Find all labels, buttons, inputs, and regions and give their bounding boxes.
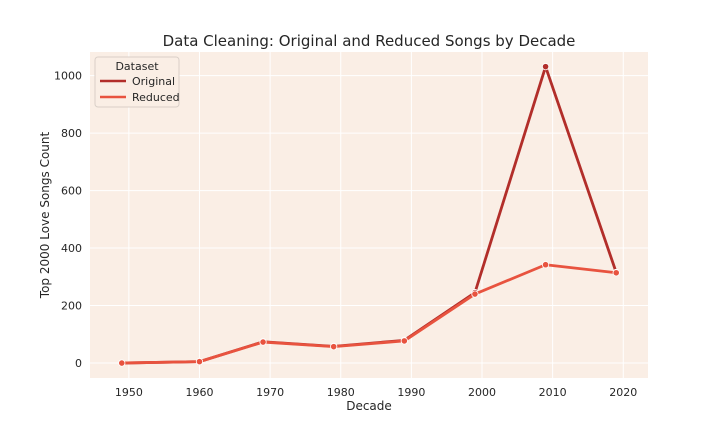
y-ticks: 0 200 400 600 800 1000 [54,70,82,370]
y-tick-label: 1000 [54,70,82,83]
y-tick-label: 600 [61,185,82,198]
x-tick-label: 1960 [185,386,213,399]
x-tick-label: 1990 [397,386,425,399]
x-tick-label: 2000 [468,386,496,399]
legend-box [94,56,180,108]
chart-title: Data Cleaning: Original and Reduced Song… [163,32,576,50]
plot-background [90,52,648,378]
x-tick-label: 1970 [256,386,284,399]
data-point-reduced [612,269,620,277]
data-point-reduced [330,343,338,351]
series-line-reduced [120,263,618,365]
data-point-original [541,63,550,71]
y-axis-label: Top 2000 Love Songs Count [38,131,52,299]
legend-label-reduced: Reduced [132,91,180,104]
x-tick-label: 2010 [539,386,567,399]
y-tick-label: 800 [61,127,82,140]
y-tick-label: 200 [61,300,82,313]
data-point-reduced [541,261,550,269]
y-tick-label: 400 [61,242,82,255]
x-tick-label: 2020 [609,386,637,399]
data-point-reduced [471,290,479,298]
series-layer [118,63,620,367]
legend: Dataset Original Reduced [94,56,180,108]
x-ticks: 1950 1960 1970 1980 1990 2000 2010 2020 [115,386,637,399]
legend-title: Dataset [115,60,159,73]
data-point-reduced [195,358,204,366]
data-point-reduced [118,359,126,367]
x-tick-label: 1980 [327,386,355,399]
y-tick-label: 0 [75,357,82,370]
data-point-reduced [259,338,267,346]
x-axis-label: Decade [346,399,392,413]
x-tick-label: 1950 [115,386,143,399]
data-point-reduced [400,337,408,345]
legend-label-original: Original [132,75,175,88]
